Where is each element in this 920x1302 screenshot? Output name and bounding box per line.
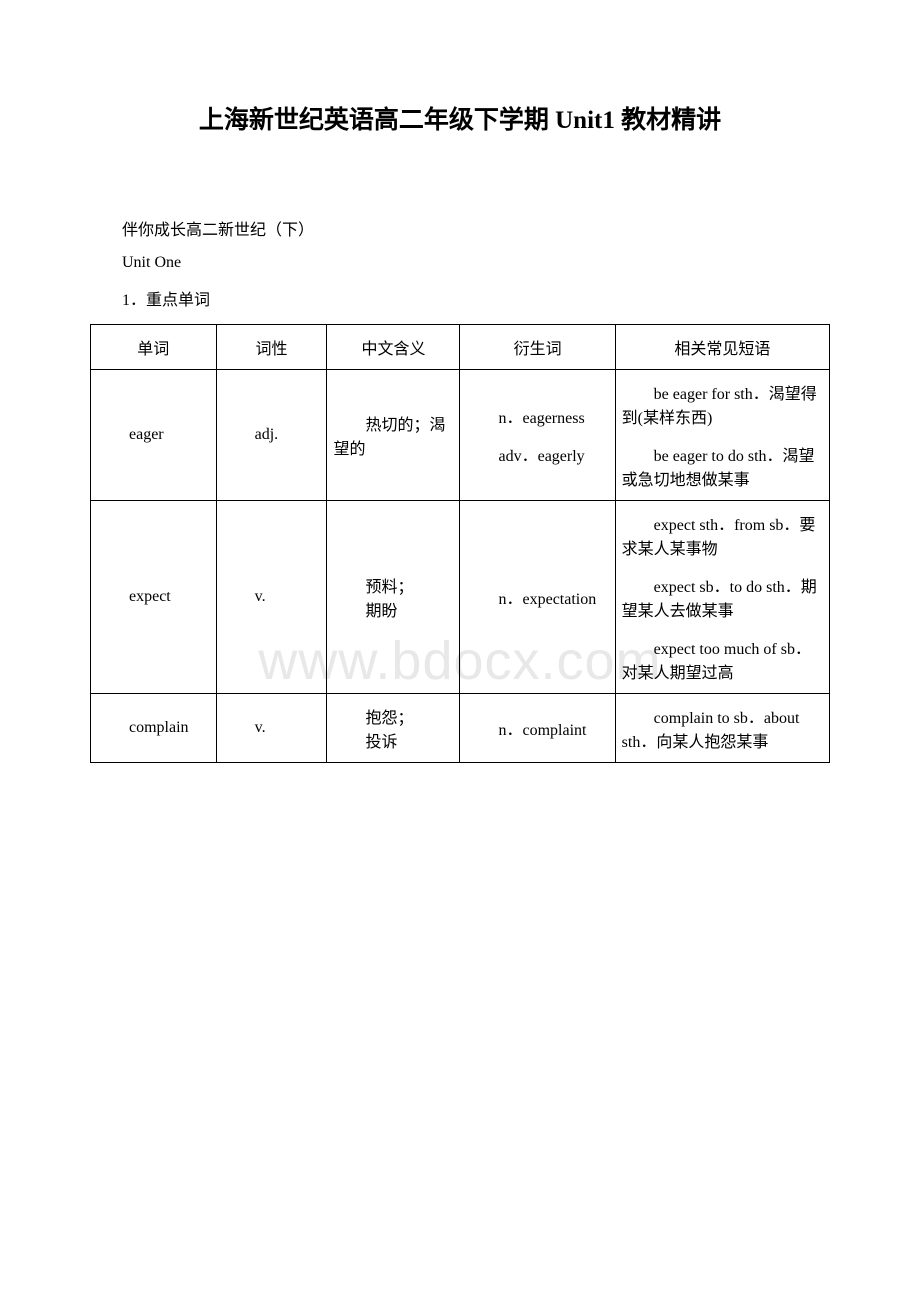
cell-pos: v. <box>216 694 327 763</box>
unit-text: Unit One <box>90 254 830 272</box>
header-phrase: 相关常见短语 <box>615 325 829 370</box>
cell-phrase: be eager for sth．渴望得到(某样东西) be eager to … <box>615 370 829 501</box>
cell-deriv: n．expectation <box>460 501 615 694</box>
header-pos: 词性 <box>216 325 327 370</box>
header-meaning: 中文含义 <box>327 325 460 370</box>
cell-meaning: 热切的；渴望的 <box>327 370 460 501</box>
vocab-table: 单词 词性 中文含义 衍生词 相关常见短语 eager adj. 热切的；渴望的… <box>90 324 830 763</box>
table-row: complain v. 抱怨； 投诉 n．complaint complain … <box>91 694 830 763</box>
cell-phrase: expect sth．from sb．要求某人某事物 expect sb．to … <box>615 501 829 694</box>
cell-pos: adj. <box>216 370 327 501</box>
intro-text: 伴你成长高二新世纪（下） <box>90 216 830 240</box>
table-row: eager adj. 热切的；渴望的 n．eagerness adv．eager… <box>91 370 830 501</box>
cell-pos: v. <box>216 501 327 694</box>
cell-meaning: 抱怨； 投诉 <box>327 694 460 763</box>
cell-deriv: n．eagerness adv．eagerly <box>460 370 615 501</box>
cell-phrase: complain to sb．about sth．向某人抱怨某事 <box>615 694 829 763</box>
section-heading: 1．重点单词 <box>90 286 830 310</box>
cell-word: complain <box>91 694 217 763</box>
page-title: 上海新世纪英语高二年级下学期 Unit1 教材精讲 <box>90 100 830 136</box>
table-row: expect v. 预料； 期盼 n．expectation expect st… <box>91 501 830 694</box>
table-header-row: 单词 词性 中文含义 衍生词 相关常见短语 <box>91 325 830 370</box>
header-word: 单词 <box>91 325 217 370</box>
header-deriv: 衍生词 <box>460 325 615 370</box>
cell-meaning: 预料； 期盼 <box>327 501 460 694</box>
cell-word: expect <box>91 501 217 694</box>
cell-deriv: n．complaint <box>460 694 615 763</box>
cell-word: eager <box>91 370 217 501</box>
